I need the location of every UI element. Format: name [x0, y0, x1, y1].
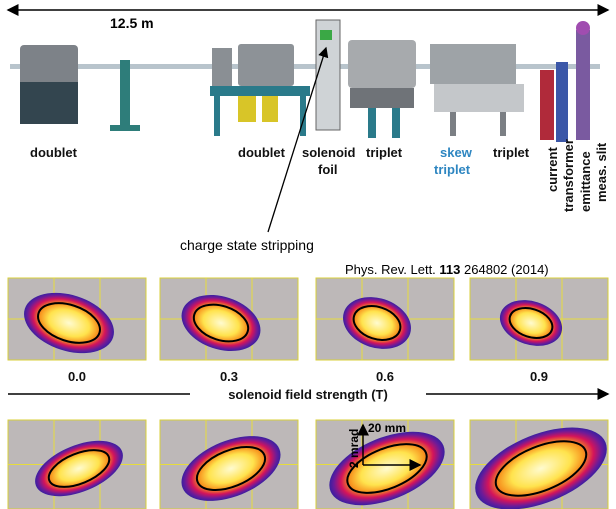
beam	[499, 300, 563, 346]
year: (2014)	[511, 262, 549, 277]
field-value: 0.6	[376, 369, 394, 384]
length-label: 12.5 m	[110, 15, 154, 31]
phase-space-panels: 0.0 0.3 0.6 0.9	[7, 277, 609, 509]
journal: Phys. Rev. Lett.	[345, 262, 436, 277]
beam	[35, 440, 123, 497]
beam-fit	[192, 303, 250, 343]
label: solenoid	[302, 145, 356, 160]
beam-fit	[47, 449, 111, 488]
beam-fit	[352, 305, 402, 341]
label: transformer	[561, 139, 576, 212]
beam	[475, 427, 607, 509]
page: 264802	[464, 262, 507, 277]
beam-fit	[494, 440, 588, 497]
label: triplet	[434, 162, 471, 177]
label: doublet	[30, 145, 78, 160]
beam	[181, 436, 281, 501]
annotation-arrow	[267, 46, 329, 233]
volume: 113	[439, 262, 460, 277]
beam	[329, 431, 445, 506]
label: meas. slit	[594, 142, 609, 202]
beam-pipe	[10, 64, 600, 69]
beam-fit	[37, 302, 101, 344]
field-value: 0.0	[68, 369, 86, 384]
field-value: 0.9	[530, 369, 548, 384]
citation: Phys. Rev. Lett. 113 264802 (2014)	[345, 262, 549, 277]
label: emittance	[578, 151, 593, 212]
field-value: 0.3	[220, 369, 238, 384]
beam-fit	[195, 446, 267, 491]
label: skew	[440, 145, 473, 160]
axis-label: solenoid field strength (T)	[228, 387, 388, 402]
label: foil	[318, 162, 338, 177]
beam	[24, 292, 114, 354]
scale-x-label: 20 mm	[368, 421, 406, 435]
label: triplet	[366, 145, 403, 160]
beam	[181, 294, 261, 352]
label-bg	[190, 386, 426, 402]
beam-fit	[508, 307, 554, 339]
beam-fit	[346, 443, 428, 494]
equipment	[20, 19, 590, 142]
label: triplet	[493, 145, 530, 160]
beam	[343, 297, 411, 349]
scale-y-label: 2 mrad	[347, 429, 361, 468]
label: current	[545, 147, 560, 192]
annotation: charge state stripping	[180, 237, 314, 253]
label: doublet	[238, 145, 286, 160]
